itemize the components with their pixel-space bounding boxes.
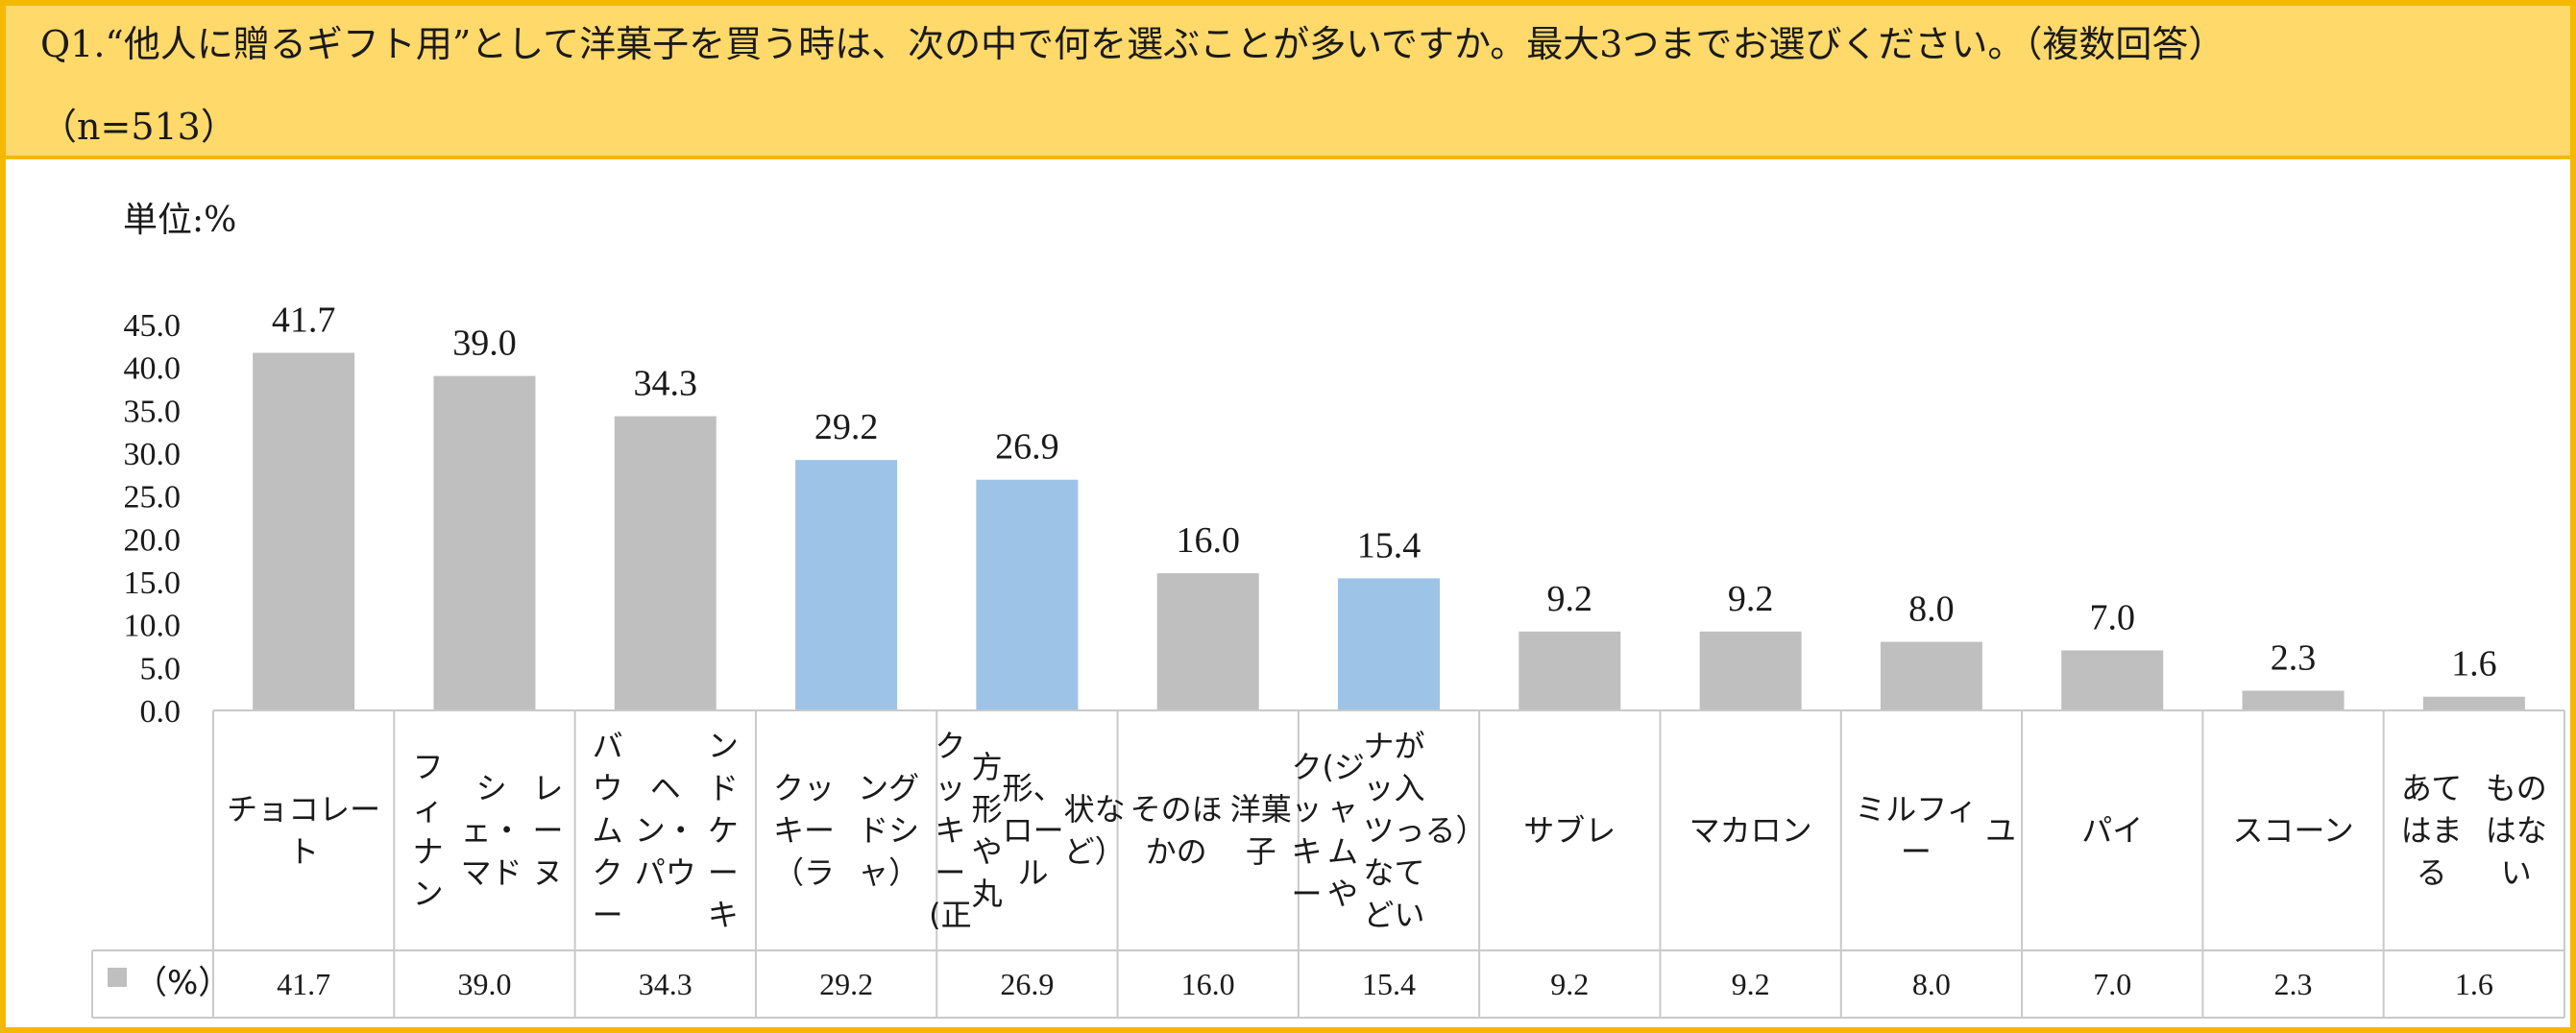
bar [253, 352, 355, 710]
bar [614, 416, 717, 710]
table-value: 9.2 [1731, 966, 1770, 1001]
data-label: 39.0 [452, 324, 517, 364]
table-value: 41.7 [277, 966, 331, 1001]
data-label: 15.4 [1357, 525, 1422, 565]
bar [1338, 578, 1440, 710]
category-label: マカロン [1689, 812, 1812, 849]
table-value: 26.9 [1000, 966, 1055, 1001]
y-tick-label: 35.0 [124, 394, 182, 429]
data-label: 29.2 [814, 407, 879, 447]
table-value: 39.0 [457, 966, 512, 1001]
bar [433, 375, 536, 710]
data-label: 26.9 [995, 427, 1059, 468]
bar [2061, 650, 2164, 710]
category-label: パイ [2081, 812, 2144, 849]
table-value: 15.4 [1361, 966, 1416, 1001]
bar [1519, 631, 1621, 710]
data-label: 9.2 [1547, 579, 1593, 619]
table-value: 8.0 [1911, 966, 1951, 1001]
category-label: クッキー(正 方形や丸 形、ロール 状など） [929, 728, 1126, 933]
data-label: 9.2 [1728, 579, 1774, 619]
bar [2242, 690, 2345, 710]
bar [1699, 631, 1802, 710]
data-label: 41.7 [272, 300, 336, 340]
category-label: あてはまる ものはない [2400, 770, 2547, 891]
table-value: 9.2 [1550, 966, 1590, 1001]
y-tick-label: 30.0 [124, 437, 182, 472]
question-header: Q1.“他人に贈るギフト用”として洋菓子を買う時は、次の中で何を選ぶことが多いで… [6, 6, 2570, 159]
category-label: クッキー (ジャムや ナッツなど が入ってい る） [1291, 728, 1487, 933]
y-tick-label: 20.0 [124, 522, 182, 558]
category-label: スコーン [2232, 812, 2354, 849]
bar [795, 460, 898, 710]
y-tick-label: 45.0 [124, 308, 182, 344]
category-label: そのほかの 洋菓子 [1130, 791, 1292, 870]
data-label: 1.6 [2451, 644, 2497, 685]
y-tick-label: 15.0 [124, 565, 182, 601]
bar [1880, 641, 1982, 710]
y-tick-label: 25.0 [124, 480, 182, 516]
category-label: サブレ [1523, 812, 1616, 849]
sample-size: （n=513） [40, 106, 237, 148]
legend-swatch [108, 968, 127, 987]
table-value: 2.3 [2273, 966, 2313, 1001]
data-label: 16.0 [1176, 520, 1240, 561]
table-value: 34.3 [638, 966, 693, 1001]
bar [976, 479, 1079, 710]
category-label: バウムクー ヘン・パウ ンドケーキ [592, 728, 739, 933]
data-label: 34.3 [634, 364, 698, 404]
data-label: 7.0 [2089, 597, 2135, 637]
data-label: 8.0 [1908, 589, 1955, 630]
y-tick-label: 5.0 [140, 651, 182, 686]
legend-label: （%） [134, 964, 231, 1002]
chart-title: Q1.“他人に贈るギフト用”として洋菓子を買う時は、次の中で何を選ぶことが多いで… [40, 23, 2225, 65]
table-value: 7.0 [2093, 966, 2132, 1001]
table-value: 29.2 [819, 966, 874, 1001]
bar [2422, 696, 2525, 710]
data-label: 2.3 [2271, 637, 2317, 678]
y-tick-label: 10.0 [124, 609, 182, 644]
table-value: 16.0 [1180, 966, 1235, 1001]
category-label: クッキー（ラ ングドシャ） [772, 770, 920, 891]
table-value: 1.6 [2454, 966, 2493, 1001]
y-tick-label: 0.0 [140, 694, 182, 730]
category-label: フィナン シェ・マド レーヌ [412, 749, 564, 912]
category-label: チョコレート [227, 791, 381, 870]
y-tick-label: 40.0 [124, 351, 182, 387]
unit-label: 単位:% [123, 201, 237, 240]
bar [1156, 573, 1259, 710]
category-label: ミルフィーユ [1855, 791, 2017, 870]
